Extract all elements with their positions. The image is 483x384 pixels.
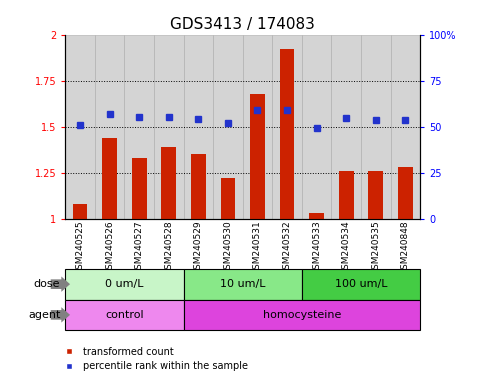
Bar — [72, 204, 87, 219]
FancyBboxPatch shape — [184, 300, 420, 330]
Bar — [398, 167, 413, 219]
Text: 10 um/L: 10 um/L — [220, 279, 266, 289]
Bar — [272, 35, 302, 219]
Bar — [309, 214, 324, 219]
Text: agent: agent — [28, 310, 60, 320]
FancyBboxPatch shape — [184, 269, 302, 300]
Bar — [280, 49, 295, 219]
Bar — [102, 138, 117, 219]
Bar — [250, 94, 265, 219]
FancyBboxPatch shape — [65, 269, 184, 300]
Bar — [125, 35, 154, 219]
Bar — [213, 35, 243, 219]
Bar — [95, 35, 125, 219]
Bar — [191, 154, 206, 219]
Bar — [391, 35, 420, 219]
Bar — [302, 35, 331, 219]
Text: 100 um/L: 100 um/L — [335, 279, 387, 289]
Bar — [243, 35, 272, 219]
FancyBboxPatch shape — [302, 269, 420, 300]
FancyBboxPatch shape — [65, 300, 184, 330]
Bar — [132, 158, 146, 219]
Bar — [339, 171, 354, 219]
Text: 0 um/L: 0 um/L — [105, 279, 143, 289]
Bar — [361, 35, 391, 219]
Bar — [161, 147, 176, 219]
Bar — [184, 35, 213, 219]
Bar — [65, 35, 95, 219]
Legend: transformed count, percentile rank within the sample: transformed count, percentile rank withi… — [56, 343, 252, 375]
Title: GDS3413 / 174083: GDS3413 / 174083 — [170, 17, 315, 32]
Text: homocysteine: homocysteine — [263, 310, 341, 320]
Bar — [154, 35, 184, 219]
Text: dose: dose — [34, 279, 60, 289]
Text: control: control — [105, 310, 143, 320]
Bar — [221, 178, 235, 219]
Bar — [369, 171, 383, 219]
Bar — [331, 35, 361, 219]
